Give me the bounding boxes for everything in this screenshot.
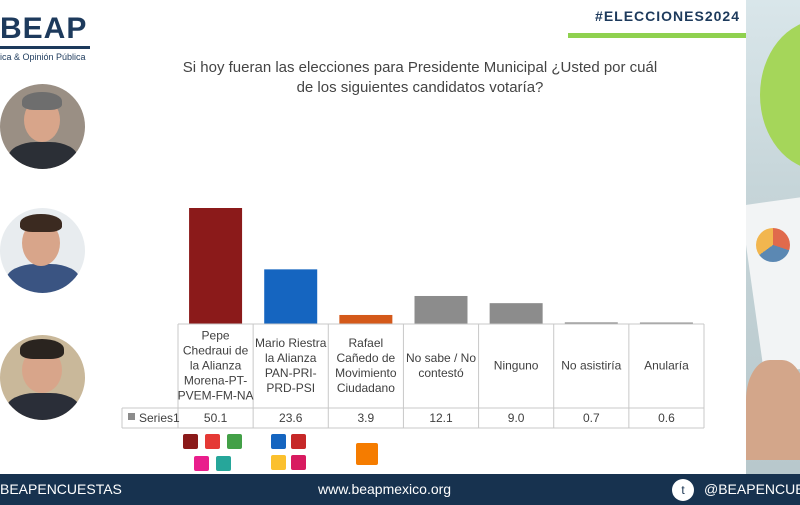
category-label-6: Anularía [644, 359, 689, 373]
green-disc-shape [760, 20, 800, 170]
pan-logo-icon [271, 434, 286, 449]
series-name-label: Series1 [139, 411, 180, 425]
brand-tagline: ica & Opinión Pública [0, 52, 86, 62]
bar-6 [639, 322, 693, 324]
category-label-4: Ninguno [494, 359, 539, 373]
footer-handle-left[interactable]: BEAPENCUESTAS [0, 481, 122, 497]
hashtag-underline [568, 33, 746, 38]
footer-handle-right[interactable]: @BEAPENCUESTAS [704, 481, 800, 497]
bar-3 [414, 295, 468, 324]
bar-0 [189, 208, 243, 324]
na-logo-icon [216, 456, 231, 471]
tablet-image [746, 195, 800, 375]
bar-1 [264, 269, 318, 324]
value-label-2: 3.9 [358, 411, 375, 425]
bar-5 [564, 322, 618, 324]
vote-intention-chart: Pepe Chedraui de la Alianza Morena-PT-PVEM-… [121, 208, 705, 429]
value-label-0: 50.1 [204, 411, 228, 425]
value-label-3: 12.1 [429, 411, 453, 425]
footer-bar: BEAPENCUESTAS www.beapmexico.org t @BEAP… [0, 474, 800, 505]
psi-logo-icon [291, 455, 306, 470]
morena-logo-icon [183, 434, 198, 449]
question-line-1: Si hoy fueran las elecciones para Presid… [182, 59, 658, 76]
value-label-5: 0.7 [583, 411, 600, 425]
data-table: Pepe Chedraui de la Alianza Morena-PT-PVEM-… [121, 323, 705, 429]
category-label-1: Mario Riestra la Alianza PAN-PRI-PRD-PSI [255, 336, 327, 395]
fm-logo-icon [194, 456, 209, 471]
twitter-icon[interactable]: t [672, 479, 694, 501]
candidate-portrait-canedo [0, 335, 85, 420]
pvem-logo-icon [227, 434, 242, 449]
movimiento-ciudadano-logo-icon [356, 443, 378, 465]
category-label-0: Pepe Chedraui de la Alianza Morena-PT-PVEM-… [178, 329, 254, 403]
hand-image [746, 360, 800, 460]
bar-4 [489, 303, 543, 324]
category-label-2: Rafael Cañedo de Movimiento Ciudadano [335, 336, 397, 395]
question-line-2: de los siguientes candidatos votaría? [296, 79, 544, 96]
pie-chart-icon [756, 228, 790, 262]
value-label-4: 9.0 [508, 411, 525, 425]
series-legend-swatch [128, 413, 135, 420]
category-label-3: No sabe / No contestó [406, 351, 476, 380]
bar-group [189, 208, 693, 324]
survey-question: Si hoy fueran las elecciones para Presid… [150, 58, 690, 98]
prd-logo-icon [271, 455, 286, 470]
hashtag-label: #ELECCIONES2024 [595, 8, 740, 24]
logo-underline [0, 46, 90, 49]
pt-logo-icon [205, 434, 220, 449]
bar-2 [339, 314, 393, 324]
footer-website-link[interactable]: www.beapmexico.org [318, 481, 452, 497]
brand-name: BEAP [0, 12, 88, 45]
value-label-6: 0.6 [658, 411, 675, 425]
candidate-portrait-riestra [0, 208, 85, 293]
beap-logo: BEAP ica & Opinión Pública [0, 12, 110, 62]
decorative-photo-panel [746, 0, 800, 474]
pri-logo-icon [291, 434, 306, 449]
category-label-5: No asistiría [561, 359, 621, 373]
candidate-portrait-chedraui [0, 84, 85, 169]
value-label-1: 23.6 [279, 411, 303, 425]
